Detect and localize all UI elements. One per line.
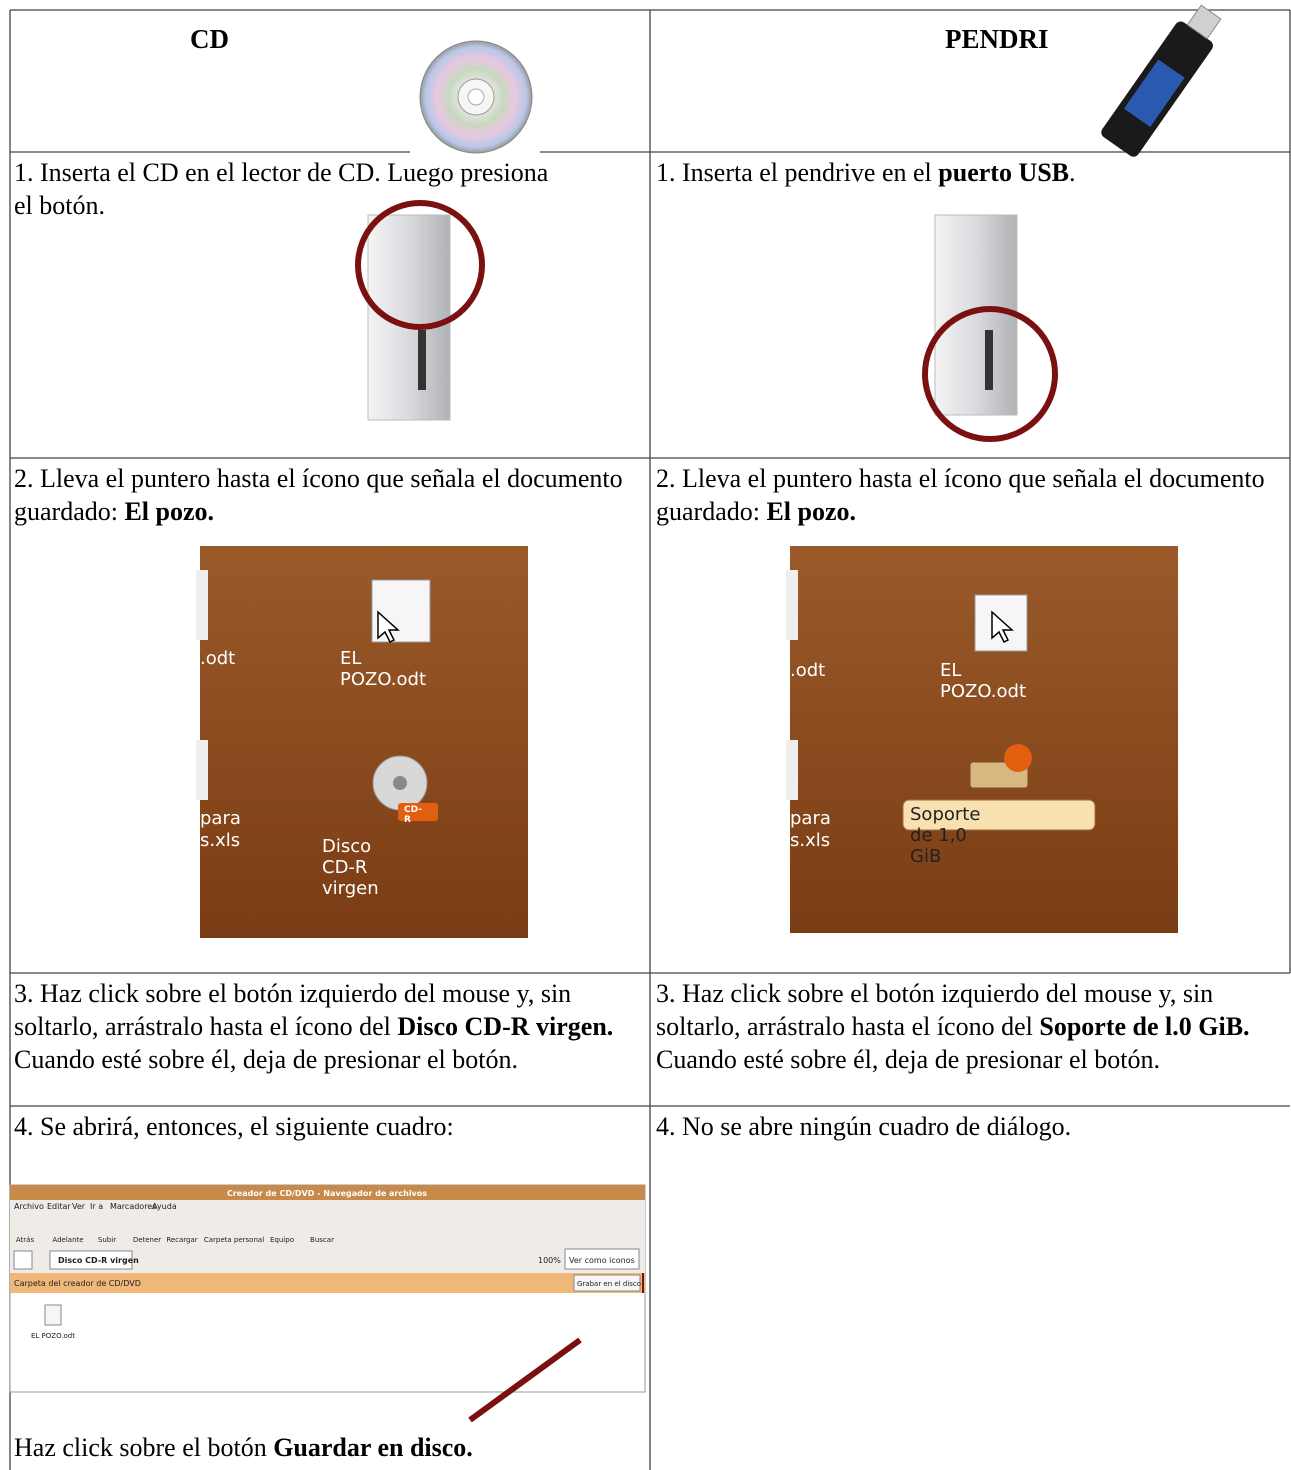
icon-label: Disco CD-R virgen <box>322 836 379 899</box>
badge: CD-R <box>404 805 422 825</box>
window-text: Adelante <box>52 1236 83 1244</box>
desktop-cd <box>196 546 528 938</box>
window-text: Carpeta personal <box>204 1236 264 1244</box>
text: 4. No se abre ningún cuadro de diálogo. <box>656 1112 1072 1141</box>
header-right: PENDRI <box>945 24 1049 54</box>
text: Cuando esté sobre él, deja de presionar … <box>14 1045 518 1074</box>
window-text: Atrás <box>16 1236 35 1244</box>
window-text: Disco CD-R virgen <box>58 1256 139 1265</box>
icon-label: s.xls <box>790 830 831 851</box>
window-text: Equipo <box>270 1236 294 1244</box>
cd-image <box>410 35 540 160</box>
step-2-cd: 2. Lleva el puntero hasta el ícono que s… <box>14 462 646 528</box>
icon-label: EL POZO.odt <box>340 648 427 690</box>
text: 2. Lleva el puntero hasta el ícono que s… <box>14 464 623 526</box>
bold-text: Guardar en disco. <box>273 1433 473 1462</box>
file-manager-window <box>9 1184 646 1423</box>
step-1-usb: 1. Inserta el pendrive en el puerto USB. <box>656 156 1286 189</box>
icon-label: para <box>200 808 241 829</box>
window-text: Ver <box>72 1202 86 1211</box>
text: 4. Se abrirá, entonces, el siguiente cua… <box>14 1112 454 1141</box>
header-left: CD <box>190 24 229 54</box>
window-text: Editar <box>47 1202 71 1211</box>
text: 3. Haz click sobre el botón izquierdo de… <box>14 979 572 1041</box>
text: 3. Haz click sobre el botón izquierdo de… <box>656 979 1214 1041</box>
step-1-cd: 1. Inserta el CD en el lector de CD. Lue… <box>14 156 559 222</box>
text: . <box>1069 158 1076 187</box>
step-3-usb: 3. Haz click sobre el botón izquierdo de… <box>656 977 1276 1076</box>
window-text: Marcadores <box>110 1202 156 1211</box>
desktop-usb <box>786 546 1178 933</box>
window-text: Ver como iconos <box>569 1256 635 1265</box>
window-text: 100% <box>538 1256 561 1265</box>
icon-label: .odt <box>790 660 826 681</box>
table-lines <box>9 9 1291 1470</box>
icon-label: EL POZO.odt <box>940 660 1027 702</box>
step-3-cd: 3. Haz click sobre el botón izquierdo de… <box>14 977 646 1076</box>
text: 1. Inserta el pendrive en el <box>656 158 939 187</box>
window-text: Detener <box>133 1236 161 1244</box>
window-text: Ayuda <box>152 1202 177 1211</box>
window-text: Subir <box>98 1236 116 1244</box>
window-text: Carpeta del creador de CD/DVD <box>14 1279 141 1288</box>
text: Cuando esté sobre él, deja de presionar … <box>656 1045 1160 1074</box>
window-text: EL POZO.odt <box>31 1332 75 1340</box>
text: 2. Lleva el puntero hasta el ícono que s… <box>656 464 1265 526</box>
icon-label: Soporte de 1,0 GiB <box>910 804 981 867</box>
icon-label: para <box>790 808 831 829</box>
window-text: Archivo <box>14 1202 44 1211</box>
window-text: Buscar <box>310 1236 334 1244</box>
icon-label: .odt <box>200 648 236 669</box>
window-text: Creador de CD/DVD - Navegador de archivo… <box>227 1189 427 1198</box>
bold-text: El pozo. <box>766 497 857 526</box>
bold-text: Soporte de l.0 GiB. <box>1039 1012 1250 1041</box>
icon-label: s.xls <box>200 830 241 851</box>
window-text: Recargar <box>166 1236 197 1244</box>
footer-note: Haz click sobre el botón Guardar en disc… <box>14 1431 646 1464</box>
step-4-cd: 4. Se abrirá, entonces, el siguiente cua… <box>14 1110 646 1143</box>
step-2-usb: 2. Lleva el puntero hasta el ícono que s… <box>656 462 1288 528</box>
bold-text: puerto USB <box>938 158 1070 187</box>
bold-text: El pozo. <box>124 497 215 526</box>
step-4-usb: 4. No se abre ningún cuadro de diálogo. <box>656 1110 1286 1143</box>
bold-text: Disco CD-R virgen. <box>397 1012 614 1041</box>
text: 1. Inserta el CD en el lector de CD. Lue… <box>14 158 549 220</box>
text: Haz click sobre el botón <box>14 1433 274 1462</box>
window-text: Ir a <box>90 1202 103 1211</box>
pc-tower-left <box>355 200 485 421</box>
pendrive-image <box>1101 4 1222 157</box>
pc-tower-right <box>922 214 1058 442</box>
window-text: Grabar en el disco <box>577 1280 641 1288</box>
